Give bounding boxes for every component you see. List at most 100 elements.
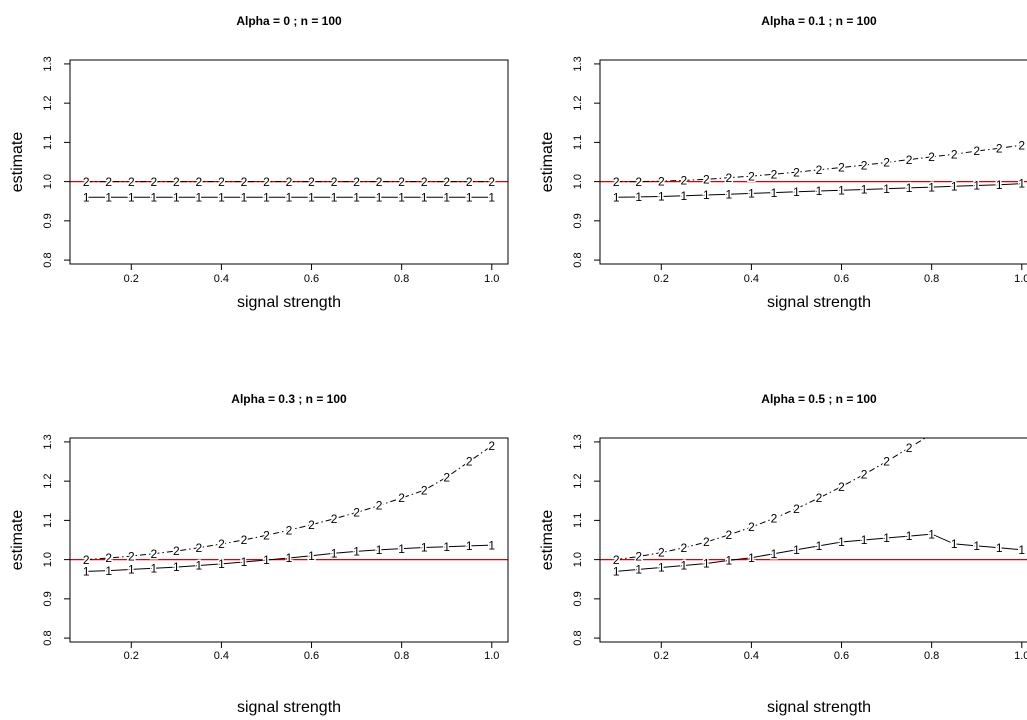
point-symbol: 2 <box>398 491 405 505</box>
point-symbol: 1 <box>703 188 710 202</box>
point-symbol: 1 <box>466 539 473 553</box>
point-symbol: 1 <box>196 190 203 204</box>
plot-box <box>69 437 509 643</box>
point-symbol: 1 <box>105 190 112 204</box>
point-symbol: 1 <box>286 551 293 565</box>
point-symbol: 1 <box>173 190 180 204</box>
point-symbol: 2 <box>838 480 845 494</box>
point-symbol: 1 <box>241 555 248 569</box>
point-symbol: 2 <box>421 175 428 189</box>
point-symbol: 1 <box>105 564 112 578</box>
point-symbol: 2 <box>263 528 270 542</box>
x-tick-label: 0.6 <box>304 650 319 662</box>
point-symbol: 2 <box>748 169 755 183</box>
x-tick-label: 0.8 <box>924 273 939 285</box>
point-symbol: 1 <box>793 543 800 557</box>
point-symbol: 1 <box>263 553 270 567</box>
point-symbol: 2 <box>353 175 360 189</box>
point-symbol: 2 <box>150 547 157 561</box>
point-symbol: 2 <box>613 175 620 189</box>
point-symbol: 1 <box>398 190 405 204</box>
x-tick-label: 1.0 <box>1014 273 1027 285</box>
point-symbol: 1 <box>128 563 135 577</box>
point-symbol: 1 <box>83 190 90 204</box>
point-symbol: 1 <box>635 190 642 204</box>
point-symbol: 1 <box>703 557 710 571</box>
point-symbol: 1 <box>398 542 405 556</box>
point-symbol: 1 <box>973 179 980 193</box>
point-symbol: 2 <box>443 470 450 484</box>
point-symbol: 1 <box>951 537 958 551</box>
point-symbol: 2 <box>680 174 687 188</box>
y-tick-label: 0.8 <box>572 630 584 645</box>
y-tick-label: 1.3 <box>42 434 54 449</box>
y-tick-label: 1.0 <box>572 174 584 189</box>
point-symbol: 2 <box>658 546 665 560</box>
panel-title: Alpha = 0.5 ; n = 100 <box>761 392 877 406</box>
point-symbol: 1 <box>838 183 845 197</box>
point-symbol: 1 <box>421 541 428 555</box>
point-symbol: 2 <box>263 175 270 189</box>
plot-box <box>69 59 509 265</box>
panel-title: Alpha = 0.1 ; n = 100 <box>761 14 877 28</box>
point-symbol: 1 <box>353 190 360 204</box>
point-symbol: 2 <box>488 439 495 453</box>
plot-box <box>599 59 1027 265</box>
plot-box <box>599 437 1027 643</box>
x-tick-label: 0.6 <box>834 273 849 285</box>
point-symbol: 2 <box>196 175 203 189</box>
point-symbol: 2 <box>748 520 755 534</box>
point-symbol: 2 <box>331 175 338 189</box>
y-tick-label: 1.2 <box>572 474 584 489</box>
point-symbol: 1 <box>748 551 755 565</box>
point-symbol: 2 <box>1018 357 1025 371</box>
point-symbol: 1 <box>996 541 1003 555</box>
y-tick-label: 0.9 <box>572 213 584 228</box>
point-symbol: 2 <box>951 147 958 161</box>
point-symbol: 2 <box>793 502 800 516</box>
point-symbol: 2 <box>658 174 665 188</box>
y-axis-label: estimate <box>539 132 556 193</box>
point-symbol: 1 <box>241 190 248 204</box>
point-symbol: 2 <box>996 141 1003 155</box>
point-symbol: 2 <box>466 175 473 189</box>
point-symbol: 1 <box>996 178 1003 192</box>
point-symbol: 2 <box>613 553 620 567</box>
x-tick-label: 0.6 <box>304 273 319 285</box>
y-tick-label: 0.8 <box>42 630 54 645</box>
point-symbol: 1 <box>150 561 157 575</box>
point-symbol: 2 <box>951 412 958 426</box>
point-symbol: 1 <box>443 190 450 204</box>
point-symbol: 1 <box>906 181 913 195</box>
point-symbol: 2 <box>635 550 642 564</box>
point-symbol: 1 <box>658 561 665 575</box>
point-symbol: 2 <box>105 175 112 189</box>
y-tick-label: 1.1 <box>42 513 54 528</box>
point-symbol: 2 <box>466 455 473 469</box>
point-symbol: 2 <box>308 518 315 532</box>
point-symbol: 2 <box>196 541 203 555</box>
point-symbol: 2 <box>838 161 845 175</box>
point-symbol: 1 <box>861 183 868 197</box>
point-symbol: 1 <box>83 565 90 579</box>
point-symbol: 2 <box>128 175 135 189</box>
x-axis-label: signal strength <box>767 294 871 311</box>
y-tick-label: 1.3 <box>42 56 54 71</box>
point-symbol: 2 <box>353 506 360 520</box>
x-axis-label: signal strength <box>237 699 341 716</box>
point-symbol: 2 <box>331 512 338 526</box>
x-axis-label: signal strength <box>767 699 871 716</box>
point-symbol: 2 <box>173 544 180 558</box>
point-symbol: 2 <box>1018 138 1025 152</box>
point-symbol: 2 <box>398 175 405 189</box>
x-tick-label: 0.4 <box>744 273 759 285</box>
point-symbol: 2 <box>816 491 823 505</box>
point-symbol: 1 <box>150 190 157 204</box>
x-tick-label: 0.8 <box>924 650 939 662</box>
point-symbol: 1 <box>1018 177 1025 191</box>
point-symbol: 2 <box>308 175 315 189</box>
point-symbol: 2 <box>83 175 90 189</box>
y-tick-label: 1.0 <box>42 174 54 189</box>
